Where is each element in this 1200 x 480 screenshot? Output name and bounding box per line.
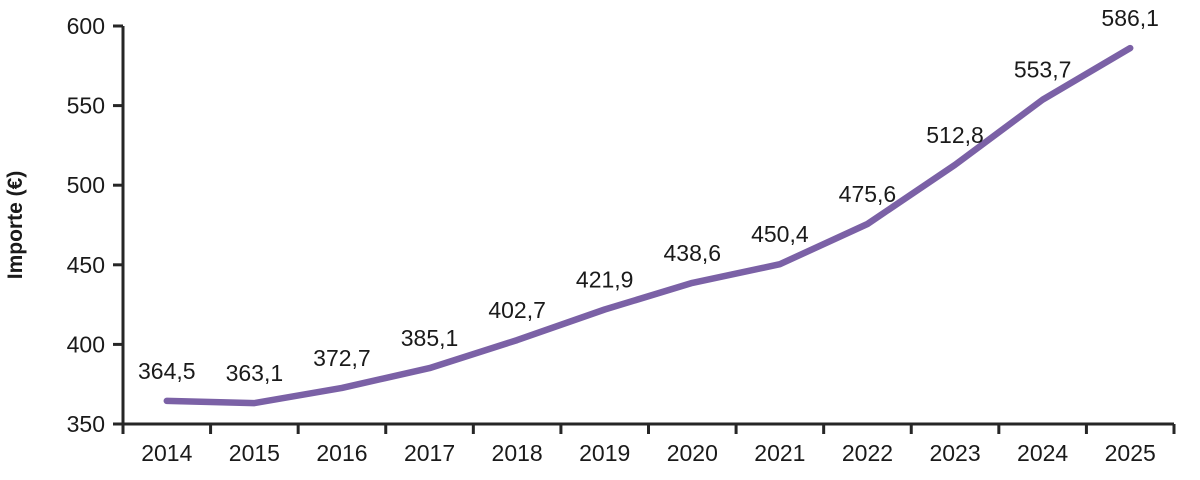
data-label: 438,6 bbox=[664, 240, 722, 266]
data-label: 385,1 bbox=[401, 325, 459, 351]
data-label: 372,7 bbox=[313, 345, 371, 371]
x-tick-label: 2016 bbox=[316, 440, 367, 466]
data-labels: 364,5 363,1 372,7 385,1 402,7 421,9 438,6 450,4… bbox=[138, 5, 1159, 386]
data-label: 450,4 bbox=[751, 221, 809, 247]
x-tick-label: 2021 bbox=[754, 440, 805, 466]
x-tick-label: 2020 bbox=[667, 440, 718, 466]
y-tick-label: 550 bbox=[67, 93, 105, 119]
data-label: 421,9 bbox=[576, 267, 634, 293]
x-tick-label: 2018 bbox=[492, 440, 543, 466]
x-tick-label: 2024 bbox=[1017, 440, 1068, 466]
x-tick-label: 2022 bbox=[842, 440, 893, 466]
y-tick-label: 400 bbox=[67, 331, 105, 357]
data-series bbox=[163, 44, 1134, 407]
series-line-importe bbox=[163, 44, 1134, 407]
y-axis-ticks: 350 400 450 500 550 600 bbox=[67, 13, 123, 437]
x-tick-label: 2025 bbox=[1105, 440, 1156, 466]
x-axis-ticks: 2014 2015 2016 2017 2018 2019 2020 2021 2022 2023… bbox=[121, 424, 1176, 466]
data-label: 364,5 bbox=[138, 358, 196, 384]
data-label: 586,1 bbox=[1101, 5, 1159, 31]
x-tick-label: 2023 bbox=[929, 440, 980, 466]
y-tick-label: 600 bbox=[67, 13, 105, 39]
y-tick-label: 350 bbox=[67, 411, 105, 437]
data-label: 363,1 bbox=[226, 360, 284, 386]
x-tick-label: 2019 bbox=[579, 440, 630, 466]
data-label: 512,8 bbox=[926, 122, 984, 148]
data-label: 475,6 bbox=[839, 181, 897, 207]
y-tick-label: 500 bbox=[67, 172, 105, 198]
y-axis-title: Importe (€) bbox=[4, 171, 27, 280]
x-tick-label: 2014 bbox=[141, 440, 192, 466]
data-label: 402,7 bbox=[488, 297, 546, 323]
x-tick-label: 2015 bbox=[229, 440, 280, 466]
data-label: 553,7 bbox=[1014, 57, 1072, 83]
y-tick-label: 450 bbox=[67, 252, 105, 278]
x-tick-label: 2017 bbox=[404, 440, 455, 466]
